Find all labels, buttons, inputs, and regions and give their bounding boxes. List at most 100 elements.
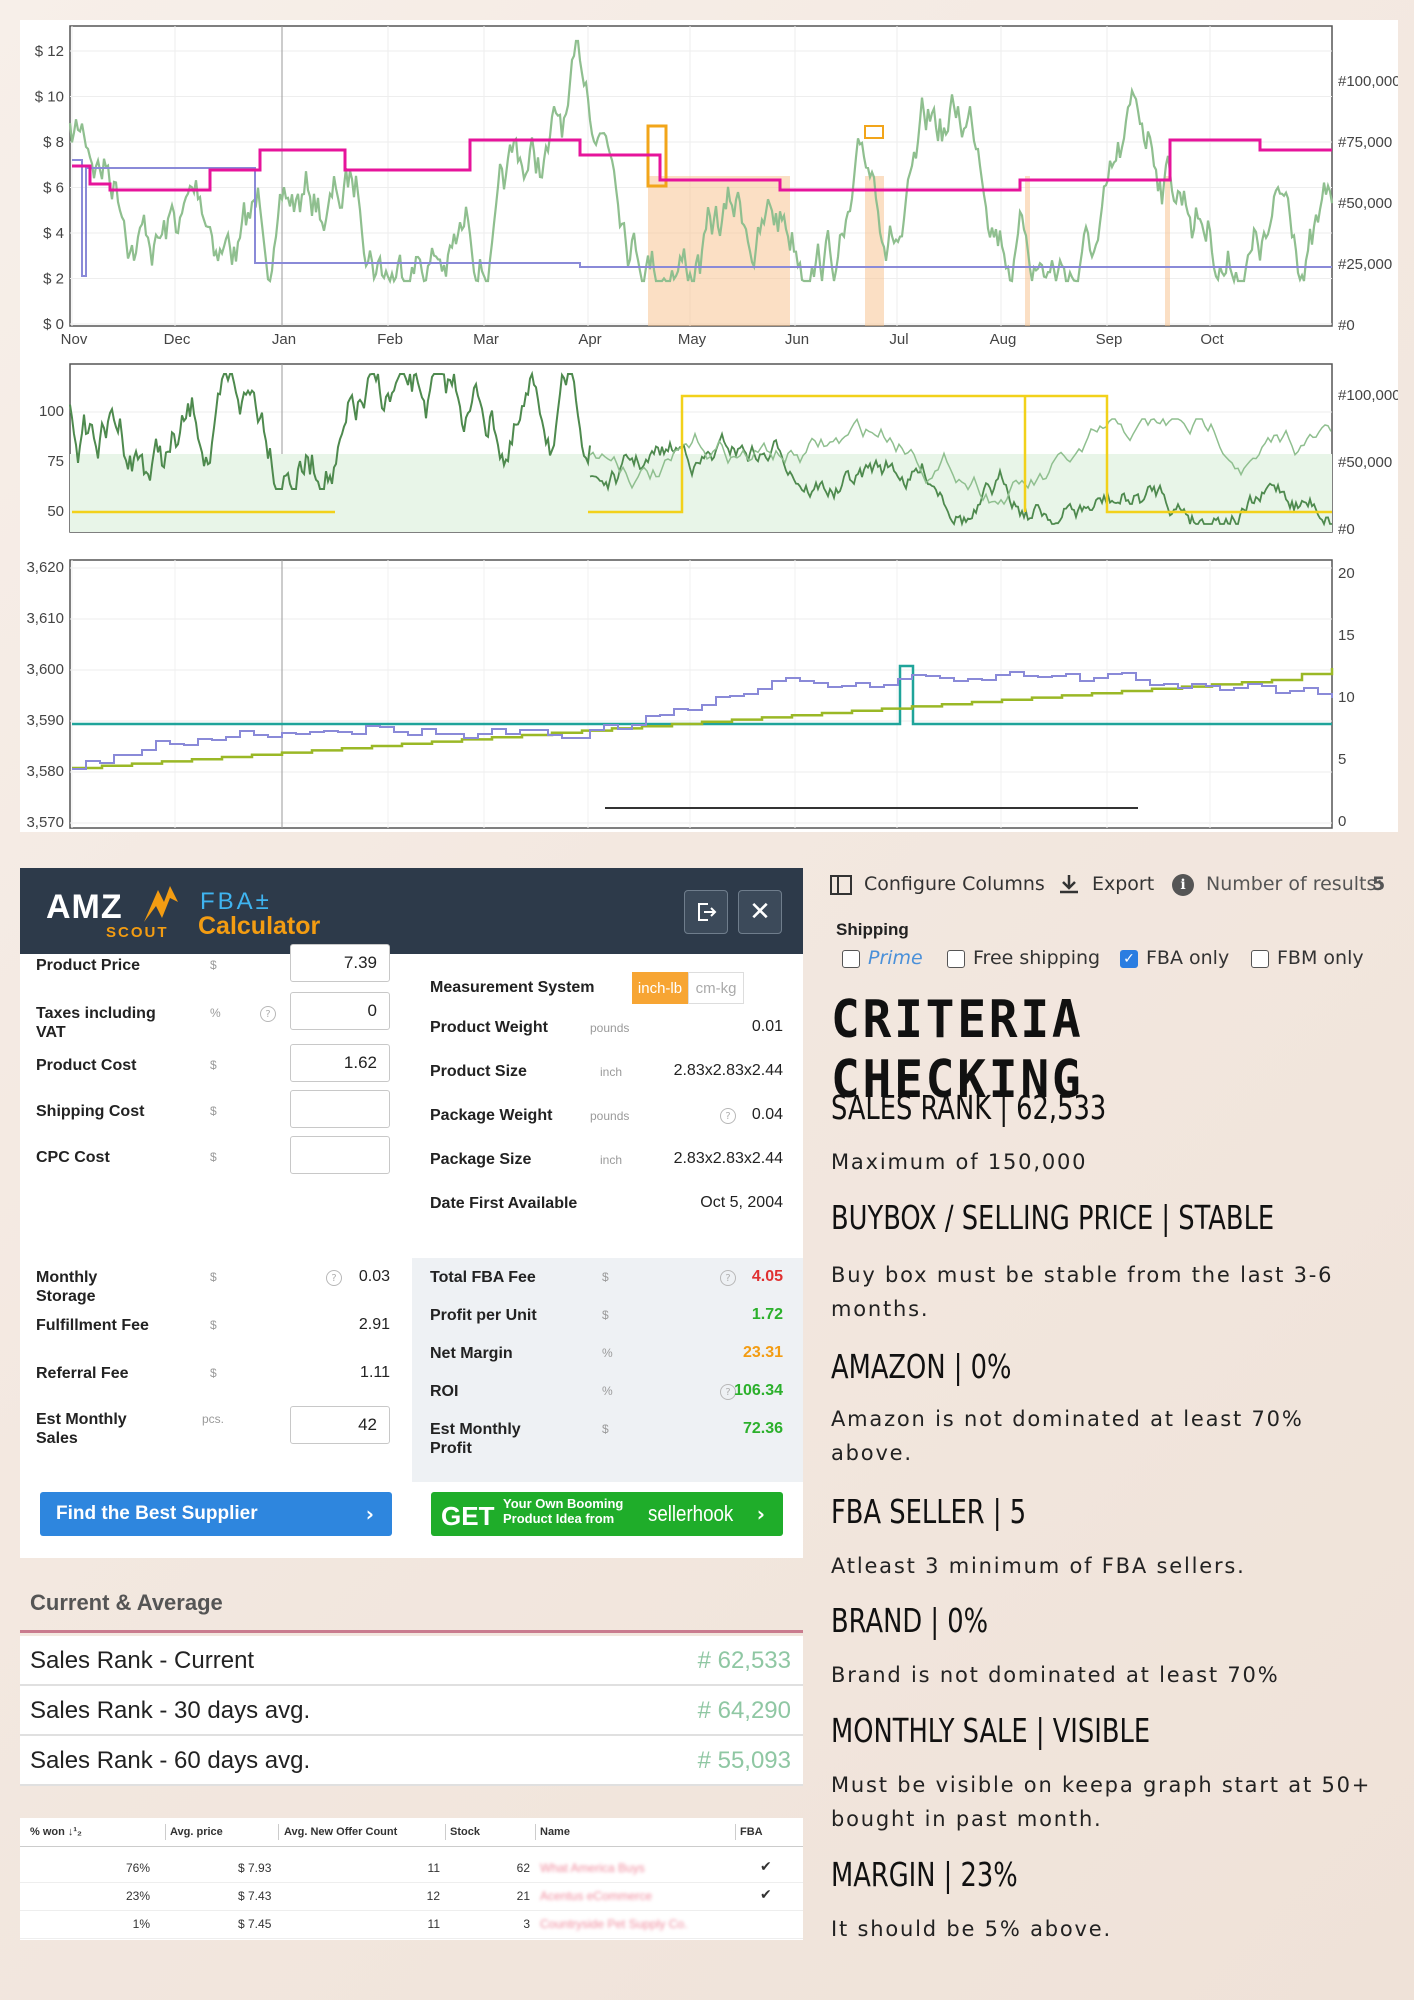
field-value: 1.11: [360, 1364, 390, 1381]
table-row[interactable]: 76% $ 7.93 11 62 What America Buys ✔: [20, 1858, 803, 1883]
y-tick-left: 75: [47, 453, 64, 470]
seller-name-link[interactable]: Countryside Pet Supply Co.: [540, 1917, 688, 1931]
cell-offers: 11: [427, 1917, 440, 1931]
result-label: Profit per Unit: [430, 1307, 537, 1324]
close-button[interactable]: ✕: [738, 890, 782, 934]
table-row[interactable]: 23% $ 7.43 12 21 Acentus eCommerce ✔: [20, 1886, 803, 1911]
configure-columns-button[interactable]: Configure Columns: [864, 873, 1045, 895]
criteria-description: Amazon is not dominated at least 70% abo…: [831, 1407, 1304, 1465]
y-tick-right: 15: [1338, 627, 1355, 644]
y-tick-left: 50: [47, 503, 64, 520]
y-tick-left: 3,610: [26, 610, 64, 627]
criteria-description: Atleast 3 minimum of FBA sellers.: [831, 1554, 1246, 1578]
filter-label[interactable]: FBA only: [1146, 947, 1230, 969]
seller-name-link[interactable]: Acentus eCommerce: [540, 1889, 653, 1903]
column-header[interactable]: Avg. price: [170, 1826, 223, 1838]
results-count-label: Number of results:: [1206, 873, 1383, 895]
rank-line-dark: [69, 370, 591, 490]
column-header[interactable]: Stock: [450, 1826, 480, 1838]
field-label: Monthly Storage: [36, 1269, 98, 1305]
get-label: GET: [441, 1501, 495, 1531]
field-input[interactable]: [290, 1090, 390, 1128]
filter-checkbox[interactable]: [842, 950, 860, 968]
field-label: Est Monthly Sales: [36, 1411, 127, 1447]
filter-label[interactable]: Prime: [868, 947, 923, 969]
check-icon: ✔: [760, 1859, 772, 1875]
field-unit: $: [210, 1150, 217, 1164]
criteria-description: Maximum of 150,000: [831, 1150, 1088, 1174]
criteria-heading: SALES RANK | 62,533: [831, 1088, 1107, 1127]
column-divider: [535, 1824, 536, 1840]
result-label: Total FBA Fee: [430, 1269, 536, 1286]
columns-icon[interactable]: [830, 875, 852, 895]
filter-label[interactable]: FBM only: [1277, 947, 1364, 969]
column-header[interactable]: Name: [540, 1826, 570, 1838]
help-icon[interactable]: ?: [720, 1270, 736, 1286]
filter-checkbox[interactable]: [1251, 950, 1269, 968]
help-icon[interactable]: ?: [720, 1384, 736, 1400]
result-unit: %: [602, 1384, 613, 1398]
logout-button[interactable]: [684, 890, 728, 934]
field-unit: $: [210, 958, 217, 972]
rank-value: # 64,290: [697, 1697, 791, 1724]
review-count-line: [72, 668, 1334, 770]
cell-won: 1%: [132, 1917, 150, 1931]
column-header[interactable]: Avg. New Offer Count: [284, 1826, 398, 1838]
column-header[interactable]: % won ↓¹₂: [30, 1826, 82, 1838]
unit-cm-kg-toggle[interactable]: cm-kg: [688, 972, 744, 1004]
cell-offers: 11: [427, 1861, 440, 1875]
x-tick-month: Jun: [785, 331, 809, 348]
rank-value: # 55,093: [697, 1747, 791, 1774]
x-tick-month: Aug: [990, 331, 1017, 348]
table-row[interactable]: 1% $ 7.45 11 3 Countryside Pet Supply Co.: [20, 1914, 803, 1939]
rank-value: # 62,533: [697, 1647, 791, 1674]
help-icon[interactable]: ?: [720, 1108, 736, 1124]
y-tick-right: #100,000: [1338, 73, 1398, 90]
criteria-description: It should be 5% above.: [831, 1917, 1112, 1941]
unit-inch-lb-toggle[interactable]: inch-lb: [632, 972, 688, 1004]
filter-checkbox[interactable]: [947, 950, 965, 968]
detail-label: Package Weight: [430, 1107, 553, 1124]
divider: [20, 1630, 803, 1633]
filter-checkbox[interactable]: ✓: [1120, 950, 1138, 968]
seller-name-link[interactable]: What America Buys: [540, 1861, 645, 1875]
download-icon[interactable]: [1058, 873, 1080, 895]
find-supplier-button[interactable]: Find the Best Supplier ›: [40, 1492, 392, 1536]
amzscout-logo-icon: [144, 886, 178, 922]
cell-won: 23%: [125, 1889, 150, 1903]
divider: [20, 1846, 803, 1847]
criteria-heading: AMAZON | 0%: [831, 1347, 1012, 1386]
calculator-results: Total FBA Fee $? 4.05 Profit per Unit $1.72 N…: [412, 1258, 803, 1482]
export-button[interactable]: Export: [1092, 873, 1155, 895]
x-tick-month: Oct: [1200, 331, 1224, 348]
rank-name: Sales Rank - Current: [30, 1647, 255, 1674]
criteria-description: Must be visible on keepa graph start at …: [831, 1773, 1372, 1831]
detail-unit: inch: [600, 1153, 623, 1167]
measurement-label: Measurement System: [430, 979, 595, 996]
detail-unit: pounds: [590, 1021, 630, 1035]
filter-label[interactable]: Free shipping: [973, 947, 1101, 969]
field-input[interactable]: 42: [290, 1406, 390, 1444]
detail-unit: pounds: [590, 1109, 630, 1123]
field-input[interactable]: 1.62: [290, 1044, 390, 1082]
help-icon[interactable]: ?: [326, 1270, 342, 1286]
help-icon[interactable]: ?: [260, 1006, 276, 1022]
keepa-price-rank-charts[interactable]: $ 12 $ 10 $ 8 $ 6 $ 4 $ 2 $ 0 #100,000 #75,000 #5…: [20, 20, 1398, 832]
list-item: Sales Rank - 60 days avg. # 55,093: [20, 1736, 803, 1786]
y-tick-left: $ 4: [43, 225, 64, 242]
y-tick-left: 100: [39, 403, 64, 420]
info-icon: i: [1172, 874, 1194, 896]
criteria-description: Brand is not dominated at least 70%: [831, 1663, 1280, 1687]
field-input[interactable]: [290, 1136, 390, 1174]
column-header[interactable]: FBA: [740, 1826, 763, 1838]
field-input[interactable]: 7.39: [290, 944, 390, 982]
detail-value: Oct 5, 2004: [700, 1194, 783, 1211]
result-value: 72.36: [742, 1420, 783, 1437]
field-input[interactable]: 0: [290, 992, 390, 1030]
x-tick-month: Dec: [164, 331, 191, 348]
rating-chart-area: [69, 559, 1333, 829]
detail-value: 0.04: [751, 1106, 783, 1123]
sellerhook-button[interactable]: GET Your Own Booming Product Idea from s…: [431, 1492, 783, 1536]
rating-line: [72, 671, 1333, 770]
y-tick-right: #50,000: [1338, 195, 1392, 212]
